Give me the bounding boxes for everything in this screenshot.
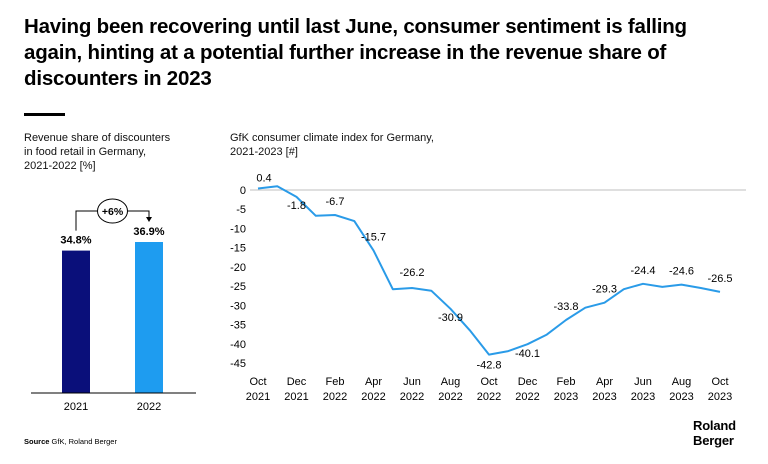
data-label: -15.7: [361, 231, 386, 243]
bar-chart-subtitle-line2: in food retail in Germany,: [24, 146, 147, 158]
x-tick-month: Jun: [634, 376, 652, 388]
y-tick-label: -30: [230, 300, 246, 312]
x-tick-month: Feb: [326, 376, 345, 388]
data-label: -33.8: [553, 301, 578, 313]
x-tick-year: 2023: [554, 391, 578, 403]
x-tick-year: 2023: [669, 391, 693, 403]
growth-badge: [97, 198, 128, 224]
logo-line1: Roland: [693, 418, 736, 433]
x-tick-year: 2022: [515, 391, 539, 403]
x-tick-month: Oct: [711, 376, 728, 388]
bar-chart-subtitle-line3: 2021-2022 [%]: [24, 160, 96, 172]
y-tick-label: -40: [230, 339, 246, 351]
x-tick-year: 2022: [323, 391, 347, 403]
x-tick-year: 2022: [477, 391, 501, 403]
data-label: -30.9: [438, 312, 463, 324]
x-tick-year: 2021: [246, 391, 270, 403]
x-tick-month: Oct: [480, 376, 497, 388]
x-tick-month: Aug: [672, 376, 692, 388]
bar-value-label-2021: 34.8%: [60, 235, 91, 247]
data-label: -6.7: [326, 196, 345, 208]
roland-berger-logo: Roland Berger: [693, 418, 736, 448]
source-text: GfK, Roland Berger: [51, 437, 117, 446]
x-tick-year: 2022: [361, 391, 385, 403]
bar-category-label-2021: 2021: [64, 401, 88, 413]
headline: Having been recovering until last June, …: [24, 15, 687, 90]
bar-2022: [135, 242, 163, 393]
x-tick-year: 2023: [708, 391, 732, 403]
headline-underline: [24, 113, 65, 116]
data-label: -24.6: [669, 266, 694, 278]
line-chart-subtitle: GfK consumer climate index for Germany, …: [230, 131, 550, 159]
source-label: Source: [24, 437, 50, 446]
y-tick-label: -20: [230, 262, 246, 274]
line-chart-subtitle-line1: GfK consumer climate index for Germany,: [230, 132, 434, 144]
x-tick-year: 2021: [284, 391, 308, 403]
growth-arrowhead: [146, 217, 152, 222]
x-tick-month: Oct: [249, 376, 266, 388]
x-tick-year: 2022: [400, 391, 424, 403]
y-tick-label: -15: [230, 243, 246, 255]
x-tick-month: Feb: [557, 376, 576, 388]
y-tick-label: -25: [230, 281, 246, 293]
bar-chart-subtitle-line1: Revenue share of discounters: [24, 132, 171, 144]
x-tick-year: 2022: [438, 391, 462, 403]
logo-line2: Berger: [693, 433, 734, 448]
y-tick-label: -35: [230, 320, 246, 332]
growth-annotation: +6%: [97, 198, 128, 224]
data-label: -29.3: [592, 284, 617, 296]
data-label: -26.2: [399, 267, 424, 279]
x-tick-month: Aug: [441, 376, 461, 388]
data-label: -26.5: [707, 273, 732, 285]
y-tick-label: 0: [240, 185, 246, 197]
y-tick-label: -5: [236, 204, 246, 216]
growth-badge-label: +6%: [102, 206, 124, 218]
data-label: -24.4: [630, 265, 655, 277]
y-tick-label: -10: [230, 223, 246, 235]
x-tick-month: Apr: [596, 376, 613, 388]
bar-2021: [62, 250, 90, 393]
x-tick-month: Dec: [518, 376, 538, 388]
bar-category-label-2022: 2022: [137, 401, 161, 413]
consumer-climate-line: [257, 185, 721, 356]
bar-value-label-2022: 36.9%: [133, 226, 164, 238]
line-chart-subtitle-line2: 2021-2023 [#]: [230, 146, 298, 158]
data-label: -40.1: [515, 348, 540, 360]
data-label: 0.4: [256, 172, 271, 184]
bar-chart-subtitle: Revenue share of discounters in food ret…: [24, 131, 224, 173]
y-tick-label: -45: [230, 358, 246, 370]
x-tick-year: 2023: [631, 391, 655, 403]
x-tick-month: Apr: [365, 376, 382, 388]
data-label: -42.8: [476, 360, 501, 372]
x-tick-year: 2023: [592, 391, 616, 403]
x-tick-month: Dec: [287, 376, 307, 388]
data-label: -1.8: [287, 200, 306, 212]
x-tick-month: Jun: [403, 376, 421, 388]
source-note: Source GfK, Roland Berger: [24, 437, 117, 446]
